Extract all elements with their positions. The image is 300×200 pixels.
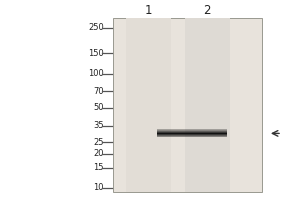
Text: 25: 25 <box>94 138 104 147</box>
Bar <box>157 131 227 132</box>
Bar <box>157 135 227 136</box>
Bar <box>125 18 170 192</box>
Bar <box>157 136 227 137</box>
Bar <box>157 134 227 135</box>
Bar <box>157 129 227 130</box>
Bar <box>184 18 230 192</box>
Bar <box>113 18 262 192</box>
Bar <box>157 133 227 134</box>
Text: 50: 50 <box>94 104 104 112</box>
Bar <box>157 132 227 133</box>
Bar <box>157 130 227 131</box>
Text: 35: 35 <box>93 121 104 130</box>
Text: 15: 15 <box>94 163 104 172</box>
Text: 70: 70 <box>93 87 104 96</box>
Text: 20: 20 <box>94 149 104 158</box>
Text: 10: 10 <box>94 184 104 192</box>
Text: 250: 250 <box>88 23 104 32</box>
Text: 100: 100 <box>88 69 104 78</box>
Text: 1: 1 <box>144 3 152 17</box>
Text: 150: 150 <box>88 49 104 58</box>
Text: 2: 2 <box>203 3 211 17</box>
